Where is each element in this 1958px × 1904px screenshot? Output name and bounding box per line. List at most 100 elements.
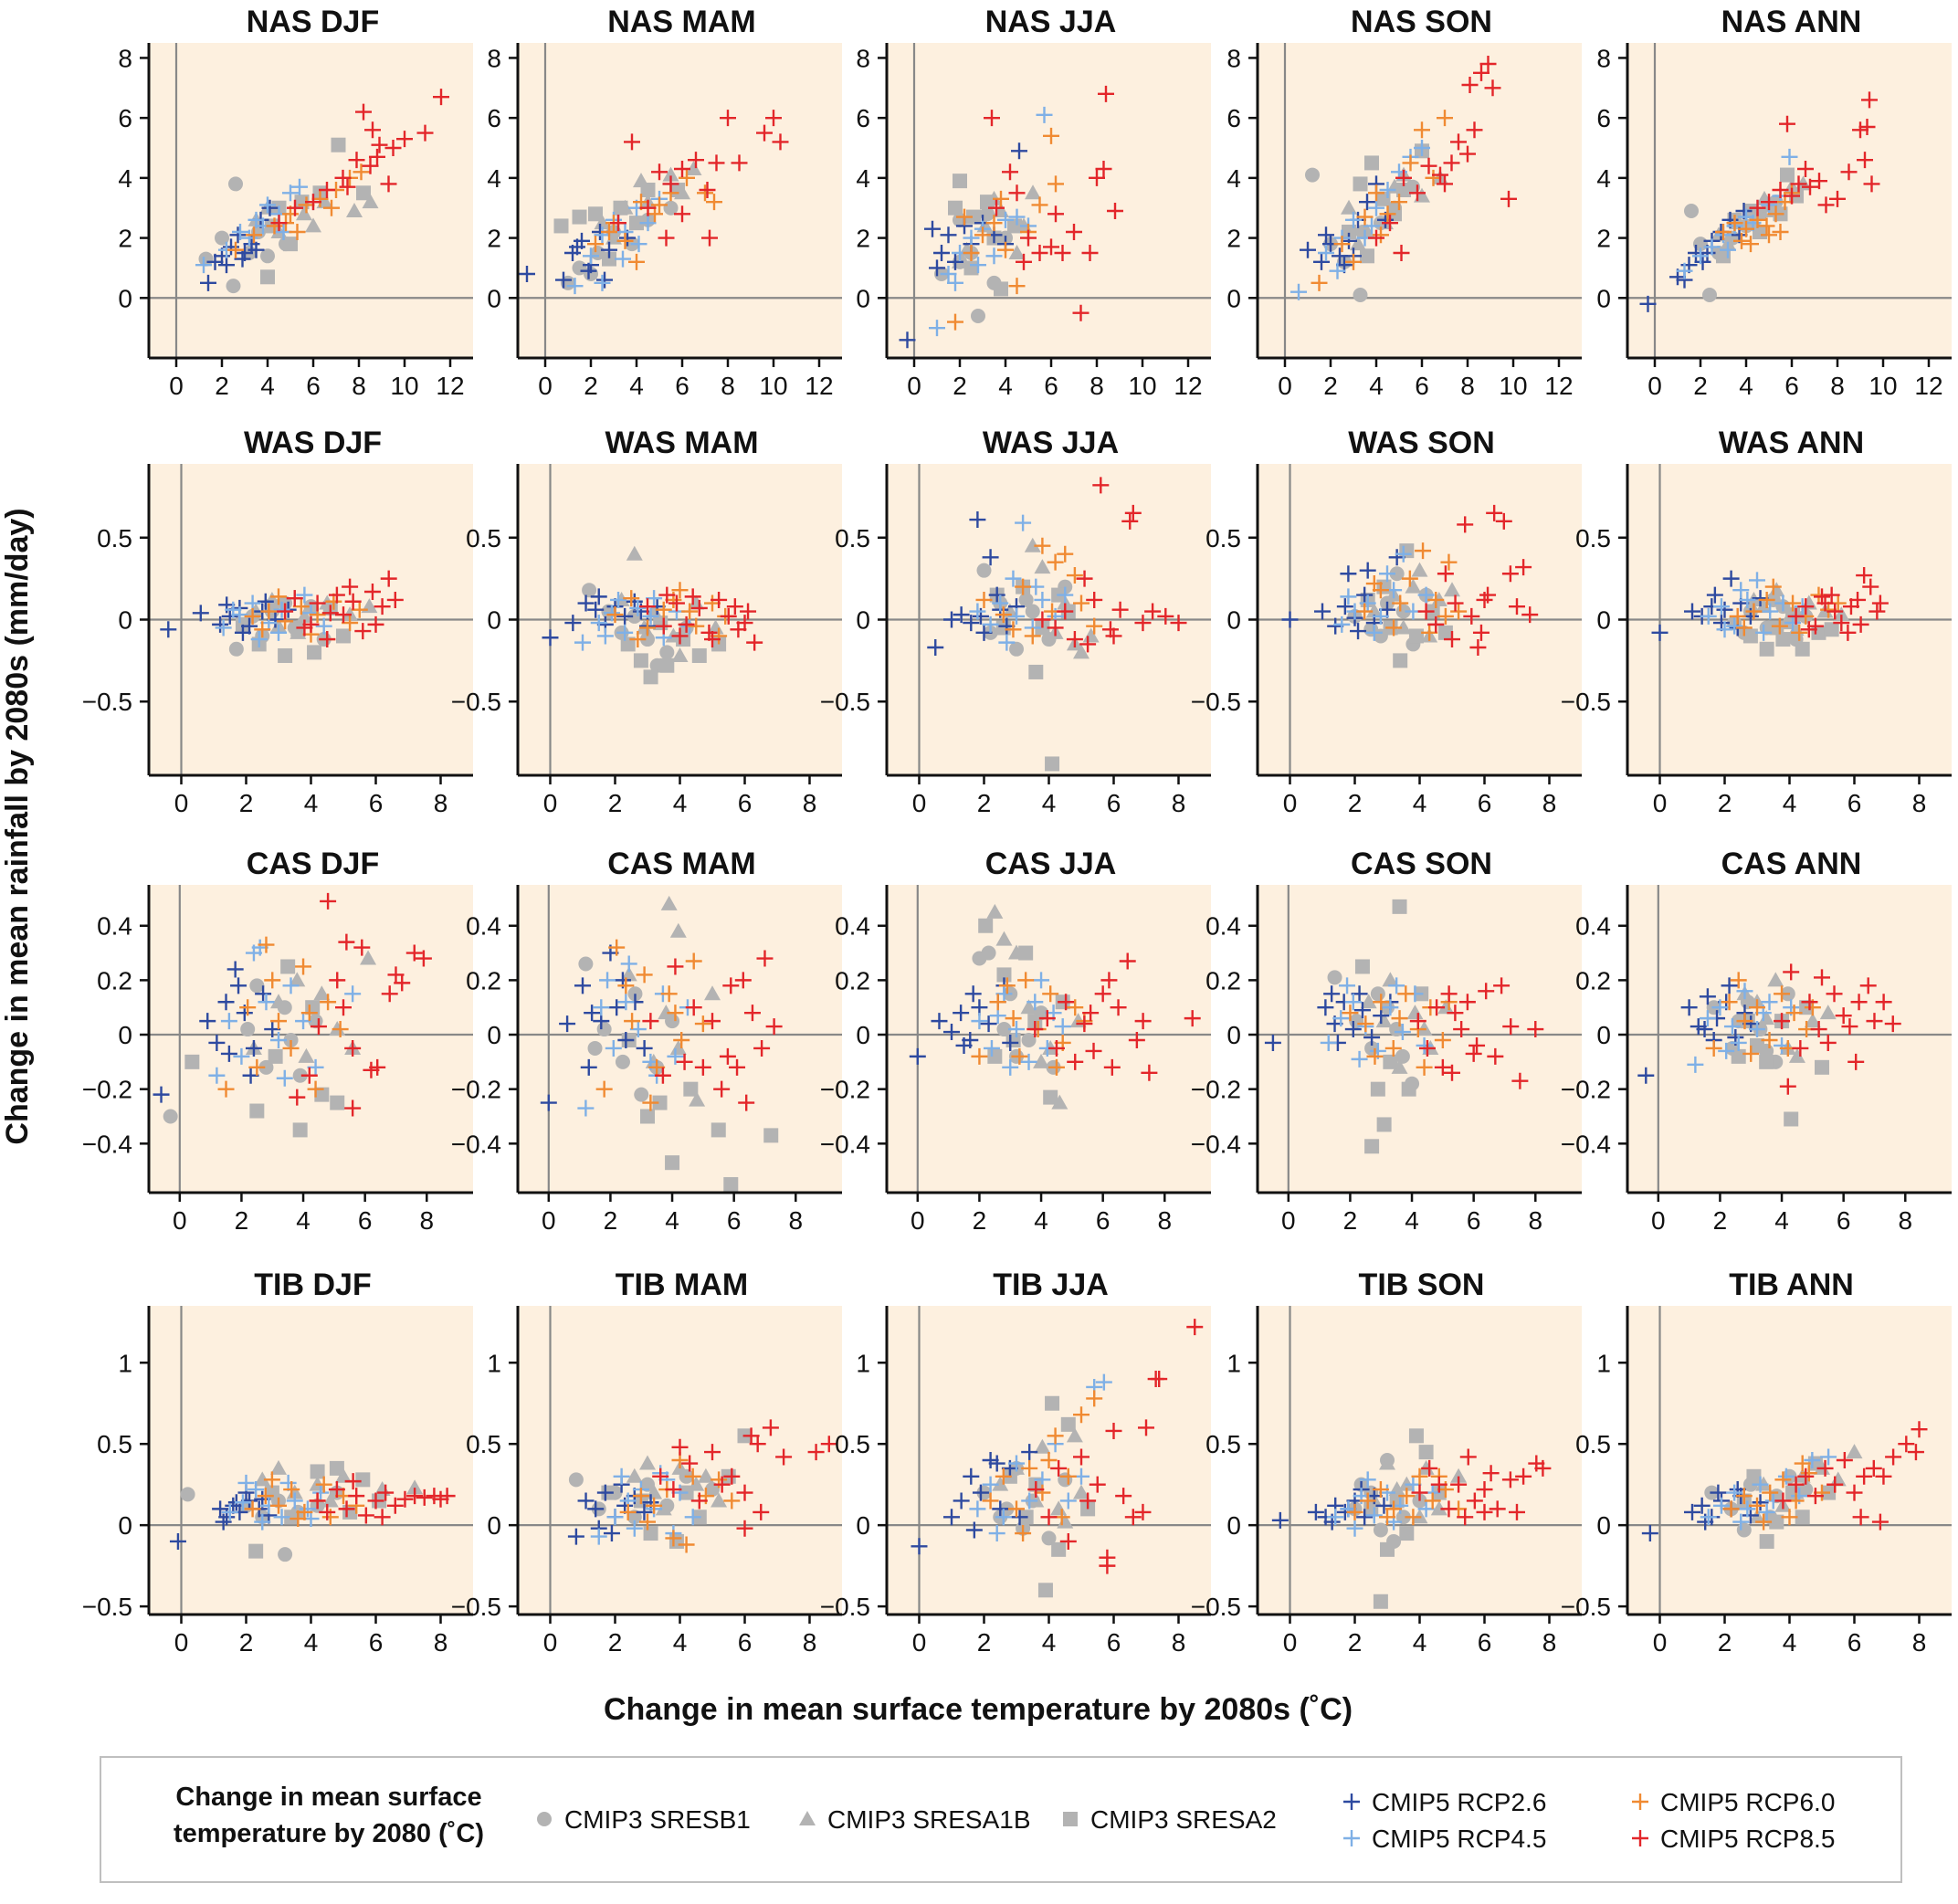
y-tick-label: 4 [1226, 164, 1241, 193]
point-rcp26 [1317, 999, 1334, 1016]
point-rcp45 [1712, 1497, 1730, 1514]
point-sresa1b [992, 1476, 1009, 1491]
point-rcp26 [1340, 565, 1357, 583]
point-rcp26 [577, 594, 595, 612]
point-rcp85 [1884, 1015, 1901, 1033]
x-tick-label: 4 [673, 1628, 688, 1657]
panel-cas-djf: 0 2 4 6 8 0.4 0.2 0 −0.2 −0.4 CAS DJF [82, 847, 473, 1235]
x-tick-label: 2 [608, 789, 623, 817]
y-tick-label: 0 [1596, 606, 1611, 635]
point-rcp85 [1382, 215, 1398, 232]
point-rcp85 [1082, 1005, 1100, 1022]
point-sresa1b [1033, 1053, 1050, 1068]
data-points [1264, 899, 1544, 1154]
point-rcp85 [1802, 178, 1818, 195]
point-rcp45 [970, 257, 986, 274]
x-tick-label: 4 [1369, 372, 1384, 400]
point-rcp85 [684, 588, 701, 605]
point-sresb1 [568, 1472, 584, 1488]
point-rcp85 [344, 1039, 362, 1057]
point-rcp60 [684, 1467, 701, 1485]
panel-title: TIB ANN [1729, 1268, 1854, 1302]
point-rcp45 [596, 627, 614, 645]
x-tick-label: 4 [1405, 1206, 1419, 1235]
point-sresa2 [711, 1122, 726, 1138]
point-sresa1b [986, 903, 1004, 919]
point-rcp45 [1368, 199, 1384, 216]
point-rcp85 [319, 182, 335, 198]
point-sresa2 [1376, 1117, 1392, 1132]
x-tick-label: 6 [358, 1206, 373, 1235]
point-sresa2 [290, 622, 306, 637]
point-rcp60 [257, 1488, 274, 1505]
panel-was-jja: 0 2 4 6 8 0.5 0 −0.5 WAS JJA [820, 426, 1211, 817]
point-rcp85 [1395, 169, 1412, 186]
point-rcp60 [289, 224, 306, 240]
point-rcp85 [1792, 1039, 1809, 1057]
point-rcp60 [1735, 619, 1753, 636]
y-tick-label: −0.4 [82, 1130, 132, 1158]
point-rcp85 [374, 598, 391, 615]
point-sresa2 [284, 1510, 300, 1525]
point-sresa1b [669, 922, 687, 938]
point-rcp85 [1058, 994, 1075, 1011]
point-rcp26 [580, 262, 597, 279]
point-rcp85 [1850, 994, 1868, 1011]
point-rcp85 [348, 152, 365, 169]
point-rcp26 [963, 1467, 980, 1485]
point-rcp45 [616, 624, 634, 641]
point-rcp85 [662, 175, 679, 193]
x-tick-label: 2 [1718, 1628, 1732, 1657]
point-rcp26 [580, 1058, 597, 1076]
y-axis-label: Change in mean rainfall by 2080s (mm/day… [0, 508, 35, 1144]
point-rcp85 [338, 933, 355, 951]
point-rcp85 [639, 199, 657, 216]
point-sresa1b [1450, 1467, 1468, 1483]
point-rcp85 [1186, 1319, 1204, 1336]
y-tick-label: 0.5 [97, 524, 132, 552]
point-rcp85 [1418, 1039, 1436, 1057]
point-rcp45 [276, 1069, 293, 1087]
point-rcp60 [636, 966, 653, 984]
point-sresb1 [1009, 641, 1024, 657]
x-tick-label: 10 [390, 372, 418, 400]
point-rcp85 [713, 1476, 731, 1493]
panel-title: CAS MAM [607, 847, 755, 881]
point-sresb1 [640, 1477, 655, 1492]
y-tick-label: 0 [118, 1511, 132, 1540]
point-rcp60 [320, 994, 337, 1011]
point-rcp60 [1730, 972, 1747, 989]
point-rcp26 [601, 241, 617, 258]
x-tick-label: 0 [173, 1206, 187, 1235]
point-sresa1b [1411, 562, 1428, 577]
point-sresa2 [665, 1155, 680, 1171]
point-rcp85 [1527, 1021, 1544, 1038]
point-rcp85 [438, 1488, 456, 1505]
panel-title: CAS ANN [1721, 847, 1862, 881]
x-tick-label: 0 [538, 372, 553, 400]
point-rcp60 [1047, 1427, 1064, 1445]
point-rcp26 [1684, 603, 1700, 620]
point-rcp26 [567, 1528, 584, 1545]
y-tick-label: −0.5 [451, 1593, 501, 1621]
point-rcp85 [701, 229, 718, 247]
point-sresa2 [314, 1087, 330, 1102]
point-sresa1b [704, 985, 721, 1001]
point-sresa1b [270, 994, 287, 1009]
point-rcp85 [1151, 1371, 1168, 1388]
point-rcp60 [1715, 224, 1732, 240]
y-tick-label: 0 [487, 1511, 501, 1540]
x-tick-label: 4 [1774, 1206, 1789, 1235]
y-tick-label: 6 [118, 104, 132, 132]
plot-area [1627, 885, 1952, 1193]
y-tick-label: 0.5 [97, 1430, 132, 1458]
point-rcp85 [1420, 157, 1437, 174]
point-rcp85 [1816, 1459, 1834, 1477]
point-sresa2 [1060, 1416, 1076, 1432]
point-rcp45 [1762, 603, 1779, 620]
panel-tib-jja: 0 2 4 6 8 1 0.5 0 −0.5 TIB JJA [820, 1268, 1211, 1657]
point-sresa1b [1341, 199, 1357, 215]
point-rcp85 [1105, 1422, 1122, 1439]
legend-marker-rcp26 [1343, 1794, 1360, 1810]
